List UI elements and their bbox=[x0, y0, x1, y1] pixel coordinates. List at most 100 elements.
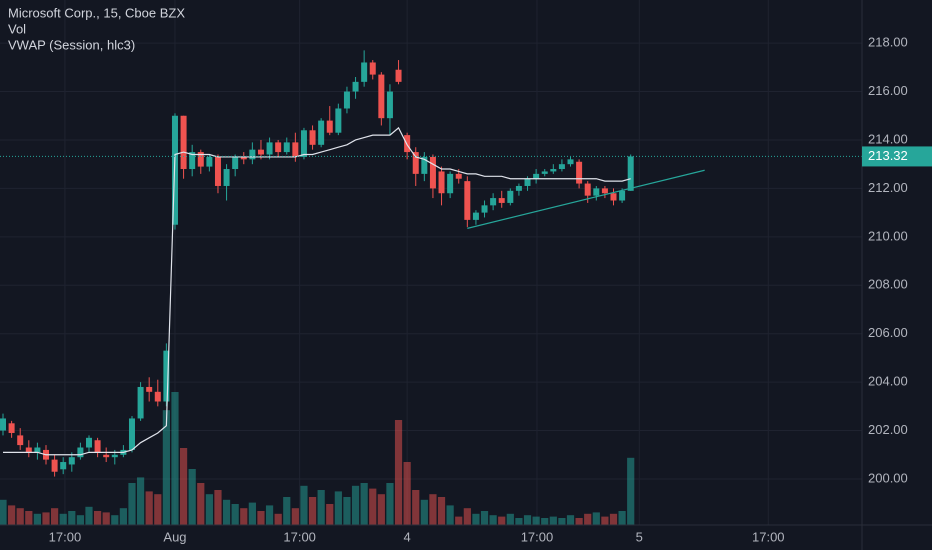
volume-bar bbox=[188, 469, 196, 525]
x-tick-label: 17:00 bbox=[521, 529, 554, 544]
volume-bar bbox=[265, 505, 274, 525]
candle-body bbox=[34, 447, 41, 453]
candle-body bbox=[593, 188, 600, 196]
candle-body bbox=[257, 149, 264, 155]
volume-bar bbox=[33, 513, 42, 525]
candle-body bbox=[421, 156, 428, 174]
volume-bar bbox=[412, 490, 420, 525]
volume-bar bbox=[102, 512, 110, 525]
volume-bar bbox=[627, 457, 635, 525]
candle-body bbox=[584, 183, 591, 196]
volume-bar bbox=[283, 497, 291, 525]
x-tick-label: 17:00 bbox=[752, 529, 785, 544]
candle-body bbox=[498, 198, 505, 203]
volume-bar bbox=[222, 499, 231, 525]
candle-body bbox=[146, 386, 153, 392]
candle-body bbox=[550, 169, 557, 172]
volume-bar bbox=[549, 516, 557, 525]
y-tick-label: 206.00 bbox=[868, 325, 908, 340]
volume-bar bbox=[575, 518, 583, 525]
candle-body bbox=[128, 418, 135, 450]
candle-body bbox=[25, 447, 32, 453]
x-tick-label: 17:00 bbox=[283, 529, 316, 544]
volume-bar bbox=[360, 483, 368, 525]
volume-bar bbox=[472, 513, 480, 525]
candle-body bbox=[163, 350, 170, 402]
volume-bar bbox=[0, 499, 7, 525]
candle-body bbox=[0, 418, 7, 431]
volume-bar bbox=[403, 462, 411, 525]
volume-bar bbox=[93, 511, 102, 525]
candle-body bbox=[429, 156, 436, 189]
candle-body bbox=[51, 459, 58, 472]
candle-body bbox=[94, 440, 101, 453]
candle-body bbox=[300, 130, 307, 157]
volume-bar bbox=[558, 518, 566, 525]
candle-body bbox=[111, 454, 118, 458]
volume-bar bbox=[394, 420, 403, 525]
candle-body bbox=[154, 391, 161, 402]
volume-bar bbox=[171, 392, 179, 525]
volume-bar bbox=[420, 499, 428, 525]
candle-body bbox=[223, 169, 230, 186]
candle-body bbox=[369, 62, 376, 75]
x-tick-label: 17:00 bbox=[49, 529, 82, 544]
volume-bar bbox=[609, 513, 618, 525]
volume-bar bbox=[377, 494, 385, 525]
candle-body bbox=[326, 120, 333, 133]
volume-bar bbox=[162, 410, 170, 525]
volume-bar bbox=[326, 504, 334, 525]
volume-bar bbox=[25, 511, 33, 525]
candle-body bbox=[507, 190, 514, 203]
candle-body bbox=[472, 212, 479, 220]
volume-bar bbox=[136, 477, 145, 525]
volume-bar bbox=[85, 506, 93, 525]
candle-body bbox=[524, 178, 531, 186]
candle-body bbox=[77, 447, 84, 458]
candle-body bbox=[386, 91, 393, 119]
candle-body bbox=[197, 152, 204, 167]
indicator-label: VWAP (Session, hlc3) bbox=[8, 37, 135, 52]
candle-body bbox=[601, 188, 608, 194]
candle-body bbox=[610, 193, 617, 201]
candle-body bbox=[60, 462, 67, 470]
candle-body bbox=[335, 108, 342, 133]
candle-body bbox=[490, 198, 497, 206]
y-tick-label: 204.00 bbox=[868, 374, 908, 389]
x-tick-label: 5 bbox=[636, 529, 643, 544]
chart-title: Microsoft Corp., 15, Cboe BZX bbox=[8, 5, 185, 20]
candle-body bbox=[8, 423, 15, 433]
y-tick-label: 214.00 bbox=[868, 131, 908, 146]
candle-body bbox=[309, 130, 316, 145]
last-price-box bbox=[862, 146, 932, 167]
candle-body bbox=[533, 173, 540, 179]
last-price-label: 213.32 bbox=[868, 148, 908, 163]
volume-bar bbox=[205, 494, 213, 525]
candle-body bbox=[412, 152, 419, 174]
volume-bar bbox=[76, 515, 84, 525]
volume-bar bbox=[601, 516, 609, 525]
y-tick-label: 202.00 bbox=[868, 422, 908, 437]
candle-body bbox=[567, 159, 574, 165]
volume-bar bbox=[429, 494, 437, 525]
volume-bar bbox=[291, 508, 299, 525]
candle-body bbox=[515, 185, 522, 191]
candle-body bbox=[266, 142, 273, 155]
volume-bar bbox=[541, 518, 549, 525]
volume-bar bbox=[257, 511, 265, 525]
candle-body bbox=[447, 173, 454, 194]
volume-bar bbox=[523, 515, 532, 525]
candle-body bbox=[283, 142, 290, 153]
volume-bar bbox=[300, 485, 308, 525]
candle-body bbox=[292, 142, 299, 157]
volume-bar bbox=[506, 513, 514, 525]
volume-bar bbox=[317, 490, 325, 525]
volume-bar bbox=[154, 494, 162, 525]
candle-body bbox=[17, 435, 24, 446]
volume-bar bbox=[248, 502, 256, 525]
candle-body bbox=[189, 152, 196, 170]
y-tick-label: 210.00 bbox=[868, 228, 908, 243]
candle-body bbox=[558, 164, 565, 170]
